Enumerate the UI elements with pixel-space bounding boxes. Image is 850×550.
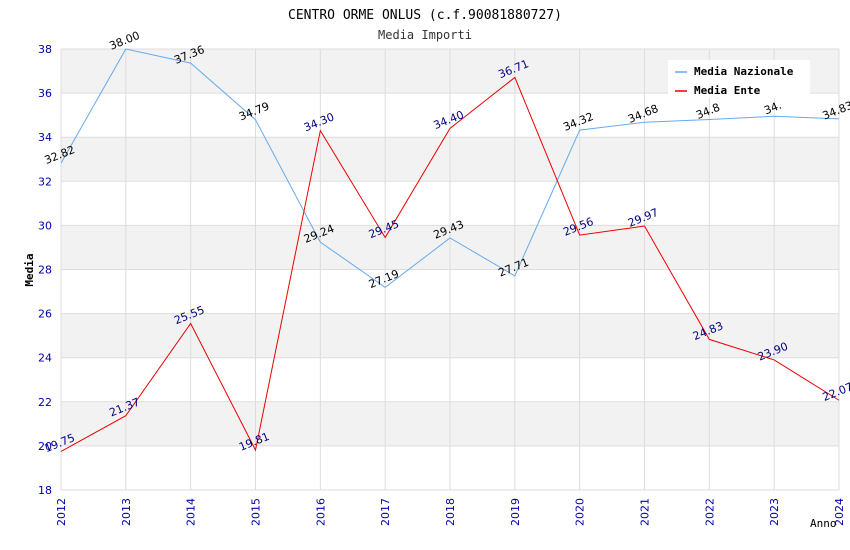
- x-tick-label: 2018: [444, 498, 457, 526]
- x-tick-label: 2017: [379, 498, 392, 526]
- y-tick-label: 22: [38, 396, 52, 409]
- x-tick-label: 2020: [574, 498, 587, 526]
- y-tick-label: 20: [38, 440, 52, 453]
- y-tick-label: 32: [38, 175, 52, 188]
- y-tick-label: 24: [38, 352, 52, 365]
- x-tick-label: 2012: [55, 498, 68, 526]
- x-tick-label: 2022: [703, 498, 716, 526]
- y-axis-label: Media: [23, 253, 36, 286]
- gridlines: [60, 48, 840, 491]
- legend-label-media-ente: Media Ente: [694, 84, 761, 97]
- y-tick-label: 36: [38, 87, 52, 100]
- legend-box: [668, 60, 810, 98]
- y-tick-label: 30: [38, 219, 52, 232]
- legend: Media Nazionale Media Ente: [668, 60, 810, 98]
- series-line-media-nazionale: [60, 48, 840, 288]
- chart-subtitle: Media Importi: [378, 28, 472, 42]
- legend-label-media-nazionale: Media Nazionale: [694, 65, 794, 78]
- x-tick-label: 2019: [509, 498, 522, 526]
- x-axis-ticks: 2012 2013 2014 2015 2016 2017 2018 2019 2020 2021…: [55, 498, 846, 526]
- data-label: 34.: [762, 99, 783, 118]
- y-axis-ticks: 18 20 22 24 26 28 30 32 34 36 38: [38, 43, 52, 497]
- y-tick-label: 34: [38, 131, 52, 144]
- x-tick-label: 2016: [314, 498, 327, 526]
- x-tick-label: 2013: [120, 498, 133, 526]
- x-tick-label: 2024: [833, 498, 846, 526]
- y-tick-label: 26: [38, 308, 52, 321]
- x-tick-label: 2015: [250, 498, 263, 526]
- x-tick-label: 2023: [768, 498, 781, 526]
- x-tick-label: 2021: [639, 498, 652, 526]
- x-tick-label: 2014: [185, 498, 198, 526]
- y-tick-label: 18: [38, 484, 52, 497]
- series-line-media-ente: [60, 76, 840, 452]
- chart-title: CENTRO ORME ONLUS (c.f.90081880727): [288, 8, 562, 23]
- series-lines: [60, 48, 840, 452]
- y-tick-label: 28: [38, 264, 52, 277]
- y-tick-label: 38: [38, 43, 52, 56]
- x-axis-label: Anno: [810, 517, 837, 530]
